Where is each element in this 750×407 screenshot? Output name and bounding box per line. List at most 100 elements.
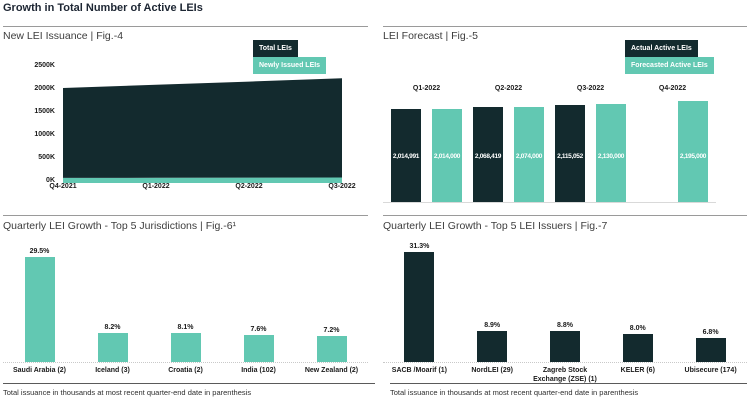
fig5-legend: Actual Active LEIs Forecasted Active LEI… <box>625 40 714 74</box>
fig5-quarter-label: Q1-2022 <box>412 85 441 92</box>
fig5-bar-pair: 2,068,419 2,074,000 <box>473 101 544 202</box>
legend-newly-issued-leis: Newly Issued LEIs <box>253 57 327 74</box>
fig7-bar-slot: 31.3% <box>383 242 456 362</box>
fig5-quarter-group: Q2-2022 2,068,419 2,074,000 <box>473 85 544 202</box>
fig6-category-label: New Zealand (2) <box>304 367 359 374</box>
fig5-bar-pair: 2,195,000 <box>637 101 708 202</box>
fig4-ytick: 1000K <box>34 130 55 138</box>
fig7-percent-label: 6.8% <box>702 329 719 337</box>
fig5-title: LEI Forecast | Fig.-5 <box>383 30 478 42</box>
fig5-quarter-label: Q3-2022 <box>576 85 605 92</box>
fig5-bar-value: 2,014,000 <box>433 153 461 160</box>
fig6-category-label: Iceland (3) <box>95 367 130 374</box>
fig4-ytick: 2000K <box>34 84 55 92</box>
fig5-bar: 2,130,000 <box>596 104 626 202</box>
fig7-category-label: NordLEI (29) <box>471 367 513 374</box>
fig6-bars: 29.5% 8.2% 8.1% 7.6% 7.2% <box>3 242 368 362</box>
fig4-xtick: Q2-2022 <box>235 183 263 190</box>
fig6-percent-label: 7.6% <box>250 325 267 333</box>
fig7-category-label: Zagreb Stock Exchange (ZSE) (1) <box>533 367 597 384</box>
fig6-baseline <box>3 362 368 363</box>
fig4-xtick: Q3-2022 <box>328 183 356 190</box>
fig5-bar: 2,195,000 <box>678 101 708 202</box>
divider-top-left <box>3 26 368 27</box>
fig7-bar <box>477 330 508 362</box>
fig5-bar-pair: 2,115,052 2,130,000 <box>555 101 626 202</box>
divider-top-right <box>383 26 747 27</box>
legend-actual-active-leis: Actual Active LEIs <box>625 40 698 57</box>
fig4-legend: Total LEIs Newly Issued LEIs <box>253 40 327 74</box>
fig7-bar-slot: 6.8% <box>674 242 747 362</box>
divider-foot-left <box>3 383 375 384</box>
fig6-bar-slot: 29.5% <box>3 242 76 362</box>
fig5-bar: 2,014,991 <box>391 109 421 202</box>
fig4-area-chart <box>63 78 342 183</box>
fig7-percent-label: 8.0% <box>629 324 646 332</box>
page-title: Growth in Total Number of Active LEIs <box>3 2 203 14</box>
fig4-new-lei-issuance-panel: New LEI Issuance | Fig.-4 Total LEIs New… <box>3 30 368 205</box>
fig5-bar-groups: Q1-2022 2,014,991 2,014,000 Q2-2022 2,068,41… <box>391 85 708 202</box>
fig4-ytick: 2500K <box>34 61 55 69</box>
fig4-ytick: 500K <box>38 153 55 161</box>
fig6-category-label: Saudi Arabia (2) <box>12 367 67 374</box>
fig6-bar <box>24 257 55 362</box>
fig5-bar-value: 2,014,991 <box>392 153 420 160</box>
fig6-category-label: Croatia (2) <box>168 367 203 374</box>
fig5-quarter-label: Q2-2022 <box>494 85 523 92</box>
fig4-xtick: Q1-2022 <box>142 183 170 190</box>
legend-forecasted-active-leis: Forecasted Active LEIs <box>625 57 714 74</box>
fig7-percent-label: 8.9% <box>484 321 501 329</box>
fig6-percent-label: 8.2% <box>104 323 121 331</box>
fig6-category-labels: Saudi Arabia (2) Iceland (3) Croatia (2) In… <box>3 366 368 375</box>
fig5-quarter-group: Q1-2022 2,014,991 2,014,000 <box>391 85 462 202</box>
fig6-bar-slot: 8.2% <box>76 242 149 362</box>
fig5-bar-value: 2,115,052 <box>557 153 583 160</box>
fig7-top5-lei-issuers-panel: Quarterly LEI Growth - Top 5 LEI Issuers… <box>383 220 747 383</box>
fig6-bar <box>97 332 128 362</box>
fig6-title: Quarterly LEI Growth - Top 5 Jurisdictio… <box>3 220 237 232</box>
fig4-xtick: Q4-2021 <box>49 183 77 190</box>
fig7-percent-label: 8.8% <box>557 322 573 330</box>
fig7-category-labels: SACB /Moarif (1) NordLEI (29) Zagreb Stock… <box>383 366 747 384</box>
fig5-bar-value: 2,130,000 <box>597 153 625 160</box>
fig7-bar-slot: 8.9% <box>456 242 529 362</box>
fig6-category-label: India (102) <box>241 367 276 374</box>
fig7-category-label: Ubisecure (174) <box>684 367 737 374</box>
fig5-bar: 2,115,052 <box>555 104 585 202</box>
fig6-percent-label: 29.5% <box>29 248 50 255</box>
fig6-top5-jurisdictions-panel: Quarterly LEI Growth - Top 5 Jurisdictio… <box>3 220 368 380</box>
fig7-bar-slot: 8.8% <box>529 242 602 362</box>
fig7-bar <box>549 331 580 362</box>
fig6-bar-slot: 7.6% <box>222 242 295 362</box>
fig5-bar-pair: 2,014,991 2,014,000 <box>391 101 462 202</box>
fig5-bar: 2,068,419 <box>473 106 503 202</box>
fig5-quarter-label: Q4-2022 <box>658 85 687 92</box>
legend-total-leis: Total LEIs <box>253 40 298 57</box>
fig6-bar <box>170 333 201 362</box>
fig5-bar-value: 2,068,419 <box>474 153 502 160</box>
fig5-bar-value: 2,074,000 <box>515 153 543 160</box>
fig6-bar-slot: 7.2% <box>295 242 368 362</box>
total-leis-area <box>63 78 342 178</box>
fig7-title: Quarterly LEI Growth - Top 5 LEI Issuers… <box>383 220 608 232</box>
divider-mid-left <box>3 215 368 216</box>
divider-mid-right <box>383 215 747 216</box>
fig5-bar: 2,074,000 <box>514 106 544 202</box>
divider-foot-right <box>390 383 747 384</box>
fig7-category-label: SACB /Moarif (1) <box>391 367 448 374</box>
footnote-left: Total issuance in thousands at most rece… <box>3 388 252 397</box>
fig6-percent-label: 8.1% <box>177 324 194 332</box>
fig5-baseline <box>383 202 716 203</box>
fig5-bar-value: 2,195,000 <box>679 153 707 160</box>
fig4-ytick: 0K <box>46 176 55 184</box>
fig6-bar <box>316 336 347 362</box>
fig7-category-label: KELER (6) <box>620 367 655 374</box>
fig7-percent-label: 31.3% <box>409 243 430 250</box>
fig7-bar-slot: 8.0% <box>601 242 674 362</box>
fig7-bar <box>622 333 653 362</box>
fig6-percent-label: 7.2% <box>323 327 340 335</box>
fig5-bar: 2,014,000 <box>432 109 462 202</box>
fig7-baseline <box>383 362 747 363</box>
fig5-quarter-group: Q4-2022 2,195,000 <box>637 85 708 202</box>
fig5-quarter-group: Q3-2022 2,115,052 2,130,000 <box>555 85 626 202</box>
